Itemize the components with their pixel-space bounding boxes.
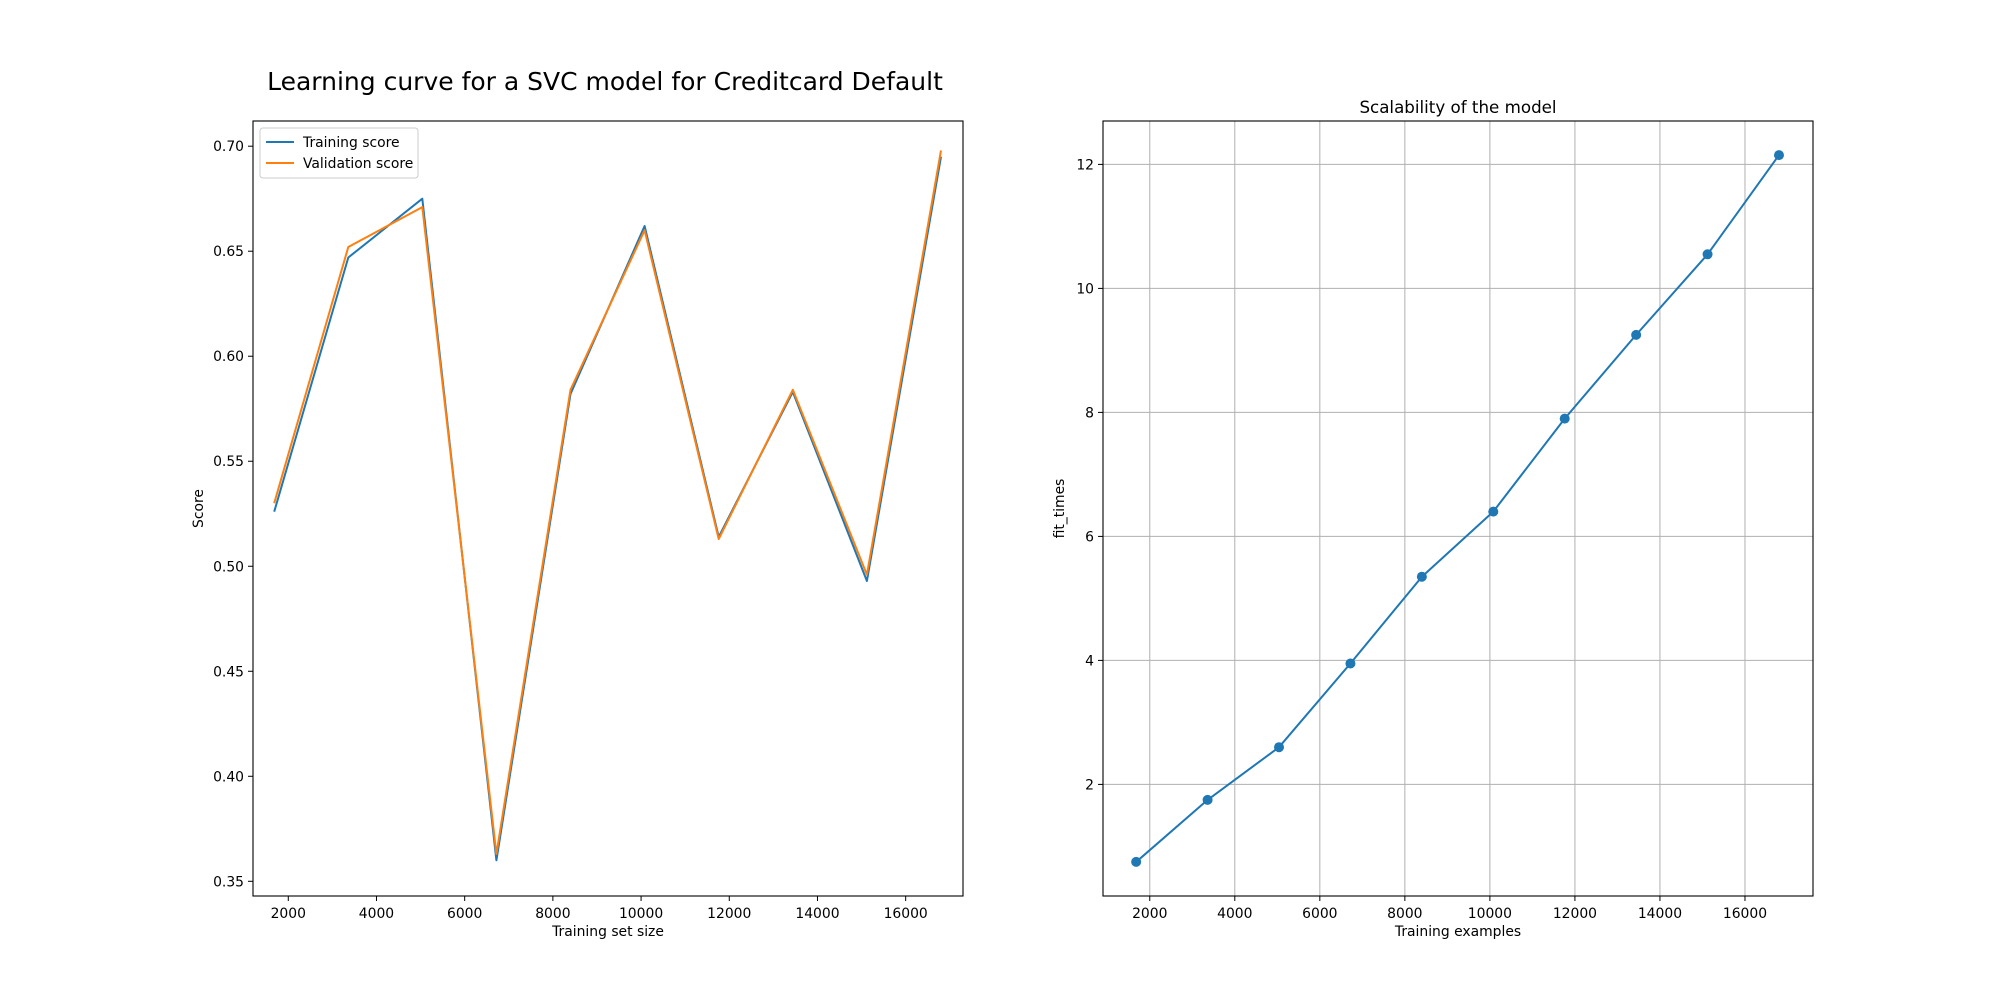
scalability-data-point — [1773, 150, 1784, 161]
scalability-data-point — [1274, 742, 1285, 753]
learning-ylabel: Score — [191, 489, 207, 528]
learning-xtick-label: 14000 — [795, 906, 839, 922]
scalability-ytick-label: 12 — [1076, 157, 1094, 173]
learning-ytick-label: 0.70 — [213, 139, 244, 155]
scalability-ytick-label: 10 — [1076, 281, 1094, 297]
learning-xtick-label: 16000 — [884, 906, 928, 922]
learning-legend-label: Validation score — [303, 156, 413, 172]
scalability-plot: 2000 4000 6000 8000 10000 12000 14000 16000 2 4 6 8… — [1052, 97, 1814, 940]
scalability-data-point — [1559, 413, 1570, 424]
learning-xtick-label: 10000 — [619, 906, 663, 922]
learning-axes-frame — [252, 120, 964, 897]
learning-xtick-label: 12000 — [707, 906, 751, 922]
scalability-data-point — [1631, 329, 1642, 340]
scalability-xlabel: Training examples — [1394, 924, 1521, 940]
scalability-axes-frame — [1102, 120, 1814, 897]
scalability-xtick-label: 2000 — [1132, 906, 1167, 922]
learning-legend-box — [259, 127, 419, 179]
learning-ytick-label: 0.35 — [213, 874, 244, 890]
learning-ytick-label: 0.50 — [213, 559, 244, 575]
learning-ytick-label: 0.45 — [213, 664, 244, 680]
scalability-title: Scalability of the model — [1359, 97, 1556, 117]
learning-xtick-label: 6000 — [447, 906, 482, 922]
learning-ytick-label: 0.40 — [213, 769, 244, 785]
scalability-xtick-label: 8000 — [1387, 906, 1422, 922]
learning-legend-label: Training score — [302, 135, 400, 151]
scalability-ytick-label: 8 — [1085, 405, 1094, 421]
learning-xtick-label: 8000 — [535, 906, 570, 922]
scalability-data-point — [1345, 658, 1356, 669]
scalability-series-line-0 — [1135, 154, 1780, 863]
scalability-ytick-label: 4 — [1085, 653, 1094, 669]
scalability-data-point — [1702, 249, 1713, 260]
scalability-data-point — [1416, 571, 1427, 582]
scalability-xtick-label: 6000 — [1302, 906, 1337, 922]
scalability-xtick-label: 12000 — [1553, 906, 1597, 922]
scalability-xtick-label: 14000 — [1638, 906, 1682, 922]
learning-xlabel: Training set size — [551, 924, 664, 940]
learning-curve-plot: 2000 4000 6000 8000 10000 12000 14000 16000 0.35… — [191, 120, 964, 940]
scalability-data-point — [1131, 856, 1142, 867]
figure-suptitle: Learning curve for a SVC model for Credi… — [267, 67, 943, 96]
scalability-xtick-label: 16000 — [1723, 906, 1767, 922]
scalability-ytick-label: 6 — [1085, 529, 1094, 545]
learning-xtick-label: 4000 — [359, 906, 394, 922]
learning-ytick-label: 0.55 — [213, 454, 244, 470]
learning-xtick-label: 2000 — [271, 906, 306, 922]
learning-ytick-label: 0.60 — [213, 349, 244, 365]
scalability-data-point — [1202, 794, 1213, 805]
scalability-ylabel: fit_times — [1052, 479, 1068, 539]
scalability-xtick-label: 4000 — [1217, 906, 1252, 922]
learning-legend: Training score Validation score — [259, 127, 419, 179]
learning-ytick-label: 0.65 — [213, 244, 244, 260]
scalability-xtick-label: 10000 — [1468, 906, 1512, 922]
scalability-ytick-label: 2 — [1085, 777, 1094, 793]
scalability-data-point — [1488, 506, 1499, 517]
learning-series-line-validation-score — [273, 150, 942, 855]
